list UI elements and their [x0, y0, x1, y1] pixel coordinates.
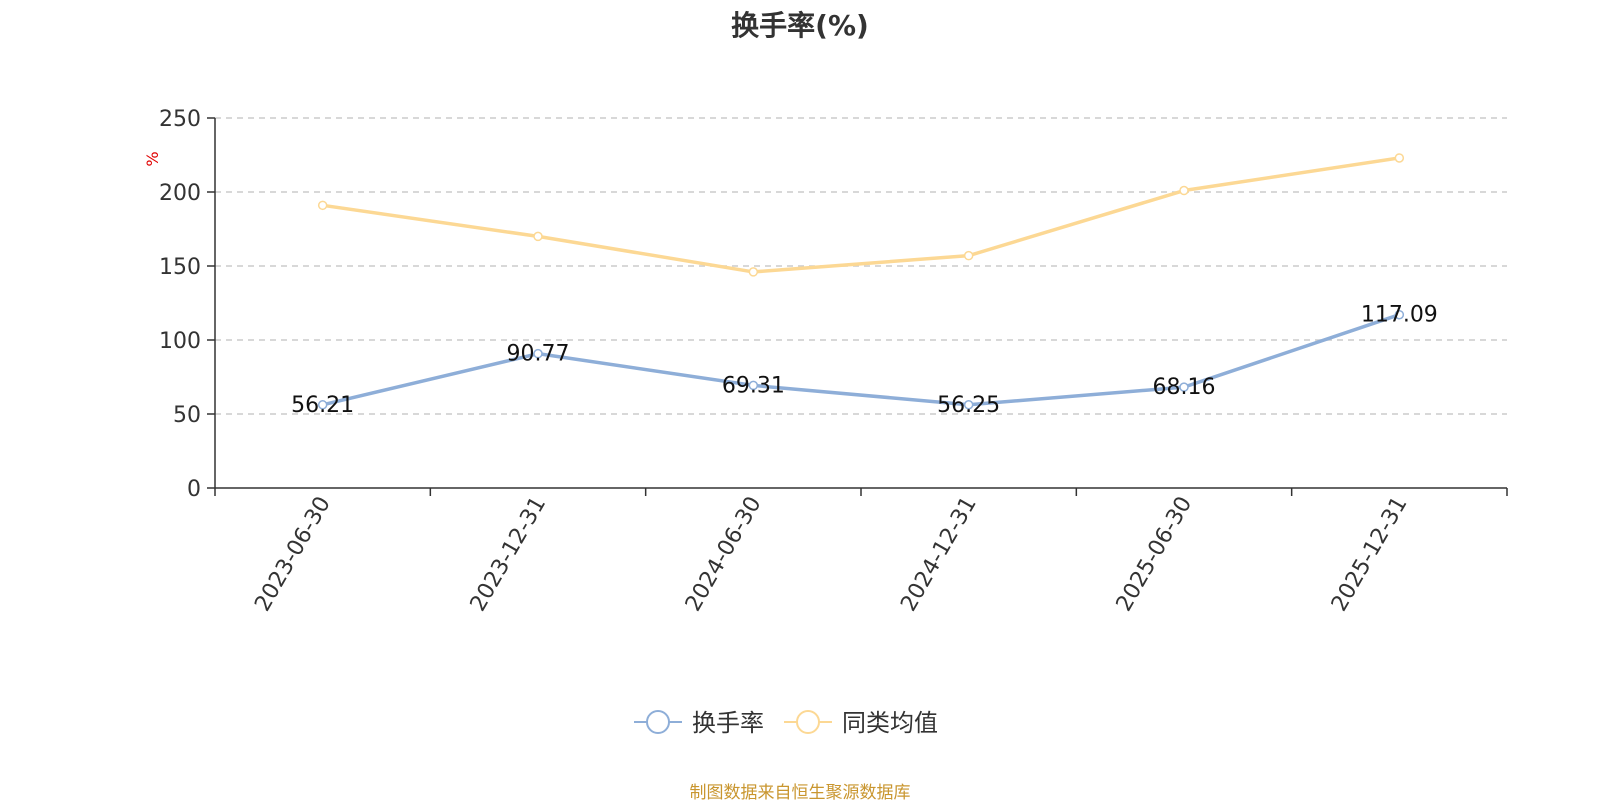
data-point	[317, 200, 328, 211]
data-point	[1394, 309, 1405, 320]
series-line-peer-average	[322, 156, 1400, 274]
x-tick-label: 2025-12-31	[1327, 493, 1413, 616]
chart-title: 换手率(%)	[731, 9, 869, 42]
data-label: 56.25	[937, 393, 1000, 418]
data-label: 68.16	[1153, 375, 1216, 400]
y-tick-label: 200	[159, 181, 201, 206]
legend-label: 换手率	[692, 709, 764, 737]
data-label: 69.31	[722, 373, 785, 398]
y-tick-label: 100	[159, 329, 201, 354]
x-tick-label: 2024-12-31	[896, 493, 982, 616]
x-tick-label: 2023-12-31	[466, 493, 552, 616]
x-tick-label: 2025-06-30	[1112, 493, 1198, 616]
x-tick-label: 2023-06-30	[250, 493, 336, 616]
data-point	[533, 348, 543, 359]
legend-item-peer-average: 同类均值	[784, 709, 938, 737]
y-axis-label: %	[143, 151, 162, 166]
series-line-turnover	[322, 313, 1400, 407]
data-point	[748, 267, 759, 277]
y-tick-label: 250	[159, 107, 201, 132]
data-label: 90.77	[507, 342, 570, 367]
data-label: 56.21	[291, 393, 354, 418]
data-point	[1394, 153, 1405, 163]
x-tick-label: 2024-06-30	[681, 493, 767, 616]
legend-label: 同类均值	[842, 709, 938, 737]
data-point	[748, 380, 759, 391]
y-tick-label: 0	[187, 477, 201, 502]
data-point	[1179, 185, 1189, 196]
data-point	[963, 400, 974, 410]
source-note: 制图数据来自恒生聚源数据库	[689, 783, 911, 803]
data-point	[1179, 382, 1189, 392]
legend-marker-icon	[796, 710, 820, 734]
y-tick-label: 50	[173, 403, 201, 428]
data-label: 117.09	[1361, 303, 1438, 328]
data-point	[533, 231, 543, 242]
y-tick-label: 150	[159, 255, 201, 280]
data-point	[317, 400, 328, 410]
legend-marker-icon	[646, 710, 670, 734]
legend-item-turnover: 换手率	[634, 709, 764, 737]
data-point	[963, 250, 974, 261]
